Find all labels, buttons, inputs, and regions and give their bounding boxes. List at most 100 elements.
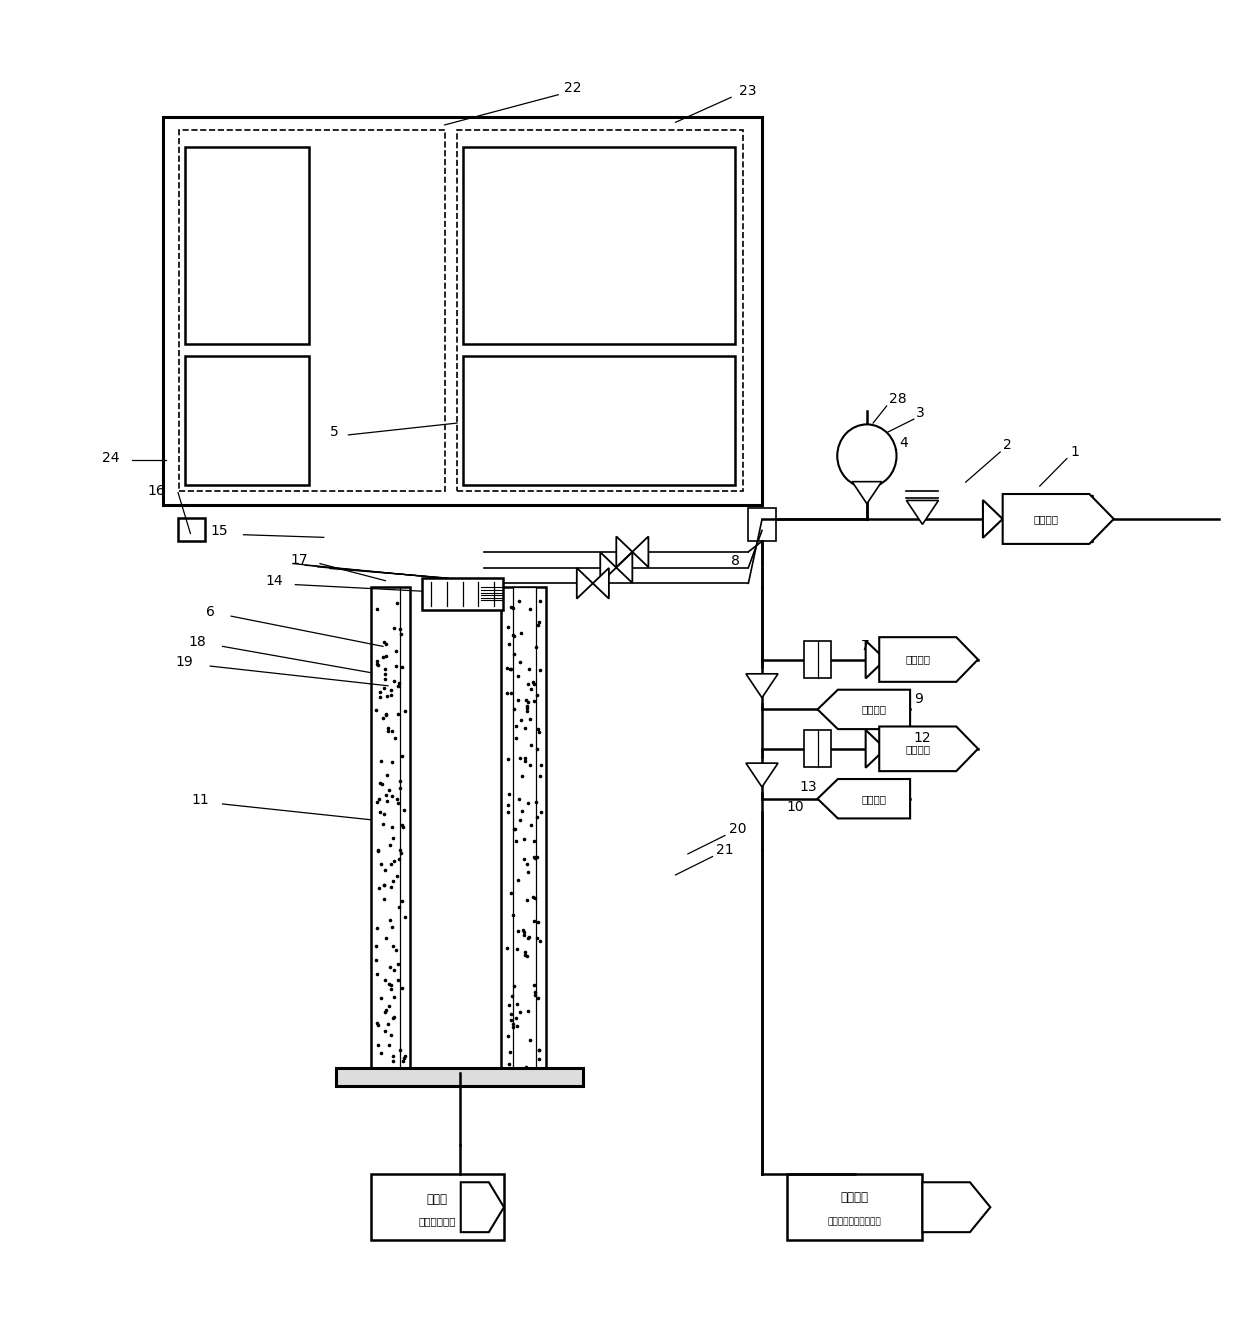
- Point: [383, 671, 403, 692]
- Point: [381, 910, 401, 931]
- Point: [520, 926, 539, 947]
- FancyBboxPatch shape: [186, 148, 309, 344]
- Point: [389, 673, 409, 694]
- Text: 2: 2: [1003, 438, 1012, 452]
- Point: [367, 791, 387, 813]
- Polygon shape: [983, 500, 1003, 538]
- Polygon shape: [866, 641, 885, 678]
- FancyBboxPatch shape: [179, 517, 206, 541]
- Polygon shape: [593, 568, 609, 599]
- Point: [382, 751, 402, 772]
- Point: [376, 1002, 396, 1024]
- FancyBboxPatch shape: [180, 131, 445, 492]
- Point: [391, 770, 410, 791]
- Point: [372, 773, 392, 794]
- Point: [503, 818, 523, 839]
- Point: [528, 1049, 548, 1070]
- Text: 19: 19: [176, 656, 193, 669]
- Point: [388, 897, 408, 918]
- Point: [374, 874, 394, 896]
- Polygon shape: [817, 780, 910, 818]
- Point: [381, 834, 401, 855]
- Point: [370, 686, 389, 707]
- Point: [384, 959, 404, 980]
- Text: 13: 13: [799, 780, 817, 794]
- Point: [525, 981, 544, 1002]
- Point: [525, 831, 544, 852]
- Point: [373, 814, 393, 835]
- Point: [387, 592, 407, 613]
- Point: [501, 1041, 521, 1062]
- Point: [500, 633, 520, 654]
- Text: 1: 1: [1070, 445, 1080, 459]
- Point: [388, 793, 408, 814]
- Text: 22: 22: [564, 80, 582, 95]
- Point: [525, 975, 544, 996]
- Point: [394, 799, 414, 820]
- Point: [501, 1010, 521, 1031]
- FancyBboxPatch shape: [804, 641, 831, 678]
- Point: [505, 699, 525, 720]
- Point: [388, 969, 408, 991]
- Point: [373, 646, 393, 667]
- Point: [528, 719, 548, 740]
- Point: [374, 663, 394, 685]
- Text: 8: 8: [732, 554, 740, 568]
- Text: 20: 20: [729, 822, 746, 836]
- Point: [500, 658, 520, 679]
- Point: [515, 942, 534, 963]
- Point: [502, 985, 522, 1006]
- Text: 加热管: 加热管: [427, 1192, 448, 1206]
- Polygon shape: [885, 641, 905, 678]
- Polygon shape: [746, 764, 777, 787]
- Point: [384, 617, 404, 638]
- Point: [381, 1025, 401, 1046]
- Polygon shape: [1003, 495, 1114, 543]
- Point: [367, 963, 387, 984]
- Point: [503, 905, 523, 926]
- Point: [523, 886, 543, 907]
- Text: 4: 4: [899, 435, 908, 450]
- Point: [392, 814, 412, 835]
- Text: 6: 6: [207, 605, 216, 619]
- Point: [367, 654, 387, 675]
- Point: [368, 840, 388, 861]
- Point: [383, 871, 403, 892]
- Point: [531, 754, 551, 776]
- Point: [497, 657, 517, 678]
- Polygon shape: [852, 481, 882, 504]
- Point: [516, 718, 536, 739]
- Point: [392, 745, 412, 766]
- Point: [529, 1039, 549, 1060]
- Point: [515, 925, 534, 946]
- Point: [381, 876, 401, 897]
- Point: [393, 1047, 413, 1068]
- Text: 24: 24: [102, 451, 119, 466]
- Point: [392, 656, 412, 677]
- Point: [376, 1000, 396, 1021]
- Point: [515, 922, 534, 943]
- Point: [382, 917, 402, 938]
- Point: [521, 678, 541, 699]
- Point: [381, 979, 401, 1000]
- Point: [531, 660, 551, 681]
- Point: [374, 874, 394, 896]
- FancyBboxPatch shape: [458, 131, 744, 492]
- Polygon shape: [1003, 500, 1023, 538]
- Point: [497, 682, 517, 703]
- Point: [501, 1002, 521, 1024]
- Point: [393, 816, 413, 838]
- Point: [376, 785, 396, 806]
- Polygon shape: [866, 729, 885, 768]
- Point: [521, 754, 541, 776]
- Polygon shape: [616, 553, 632, 583]
- Point: [367, 650, 387, 671]
- Point: [373, 707, 393, 728]
- Point: [511, 710, 531, 731]
- Point: [376, 660, 396, 681]
- Text: 回燃废气: 回燃废气: [862, 794, 887, 803]
- Point: [528, 612, 548, 633]
- Point: [391, 623, 410, 644]
- FancyBboxPatch shape: [186, 356, 309, 485]
- Text: 21: 21: [717, 843, 734, 857]
